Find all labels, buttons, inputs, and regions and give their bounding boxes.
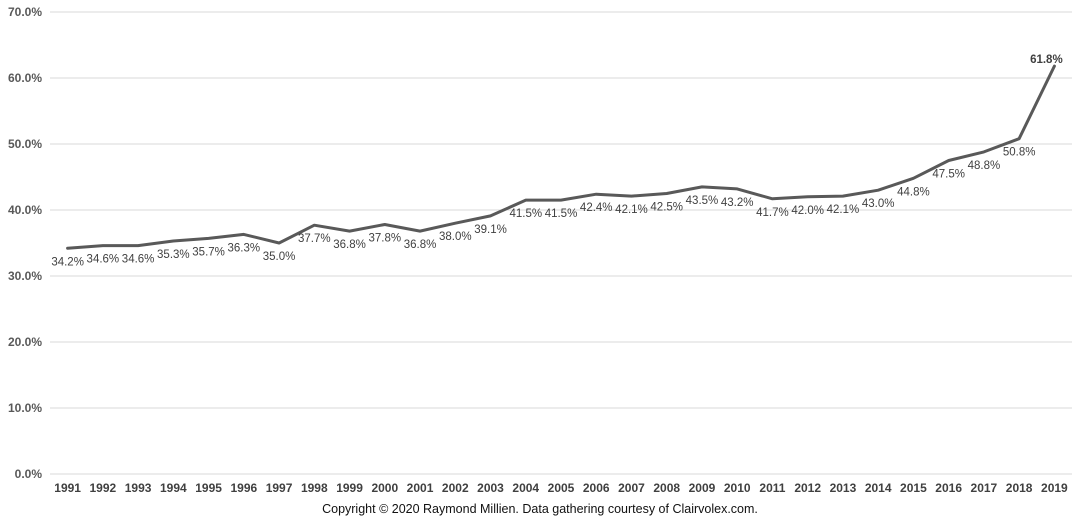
x-tick-label: 2018 [1006,481,1033,495]
y-tick-label: 30.0% [8,269,42,283]
data-label: 36.8% [333,239,366,251]
data-label: 50.8% [1003,147,1036,159]
data-label: 42.1% [615,204,648,216]
series-line-path [66,64,1056,250]
data-label: 39.1% [474,224,507,236]
data-label: 37.8% [368,233,401,245]
data-label: 34.6% [122,254,155,266]
data-label: 35.0% [263,251,296,263]
x-tick-label: 2003 [477,481,504,495]
data-label: 38.0% [439,231,472,243]
data-label: 34.6% [87,254,120,266]
x-tick-label: 1999 [336,481,363,495]
y-tick-label: 0.0% [15,467,43,481]
y-tick-label: 70.0% [8,5,42,19]
x-tick-label: 2004 [512,481,539,495]
data-label: 35.3% [157,249,190,261]
x-tick-label: 1996 [230,481,257,495]
x-tick-label: 2015 [900,481,927,495]
data-label: 61.8% [1030,54,1063,66]
data-label: 43.2% [721,197,754,209]
y-tick-label: 50.0% [8,137,42,151]
y-tick-label: 10.0% [8,401,42,415]
data-label: 44.8% [897,186,930,198]
x-tick-label: 2013 [830,481,857,495]
line-chart: 0.0%10.0%20.0%30.0%40.0%50.0%60.0%70.0% … [8,5,1072,495]
y-tick-label: 60.0% [8,71,42,85]
y-tick-label: 40.0% [8,203,42,217]
x-tick-label: 1994 [160,481,187,495]
data-label: 35.7% [192,246,225,258]
data-label: 42.0% [791,205,824,217]
x-tick-label: 2016 [935,481,962,495]
copyright-note: Copyright © 2020 Raymond Millien. Data g… [322,502,758,516]
x-tick-label: 2017 [971,481,998,495]
x-tick-label: 2005 [548,481,575,495]
data-label: 41.7% [756,207,789,219]
x-tick-label: 2011 [759,481,785,495]
data-label: 43.5% [686,195,719,207]
series-line [66,64,1056,250]
x-tick-label: 2001 [407,481,434,495]
x-tick-label: 1993 [125,481,152,495]
x-tick-label: 2014 [865,481,892,495]
y-tick-label: 20.0% [8,335,42,349]
data-label: 41.5% [509,208,542,220]
x-tick-label: 2009 [689,481,716,495]
x-axis-tick-labels: 1991 1992 1993 1994 1995 1996 1997 1998 1999 2000… [54,481,1068,495]
data-label: 36.3% [228,242,261,254]
data-labels: 34.2% 34.6% 34.6% 35.3% 35.7% 36.3%35.0%37.7%… [51,54,1062,268]
y-axis-tick-labels: 0.0% 10.0% 20.0% 30.0% 40.0% 50.0% 60.0% 70.0% [8,5,42,481]
x-tick-label: 2010 [724,481,751,495]
x-tick-label: 2000 [371,481,398,495]
x-tick-label: 2012 [794,481,821,495]
x-tick-label: 1998 [301,481,328,495]
data-label: 42.4% [580,202,613,214]
x-tick-label: 2006 [583,481,610,495]
x-tick-label: 2007 [618,481,645,495]
data-label: 47.5% [932,169,965,181]
x-tick-label: 1991 [54,481,81,495]
data-label: 36.8% [404,239,437,251]
x-tick-label: 1992 [90,481,117,495]
data-label: 34.2% [51,256,84,268]
x-tick-label: 2002 [442,481,469,495]
x-tick-label: 2008 [653,481,680,495]
data-label: 48.8% [968,160,1001,172]
data-label: 37.7% [298,233,331,245]
data-label: 43.0% [862,198,895,210]
x-tick-label: 1995 [195,481,222,495]
data-label: 42.5% [650,202,683,214]
data-label: 41.5% [545,208,578,220]
gridlines [50,11,1072,475]
x-tick-label: 1997 [266,481,293,495]
data-label: 42.1% [827,204,860,216]
x-tick-label: 2019 [1041,481,1068,495]
